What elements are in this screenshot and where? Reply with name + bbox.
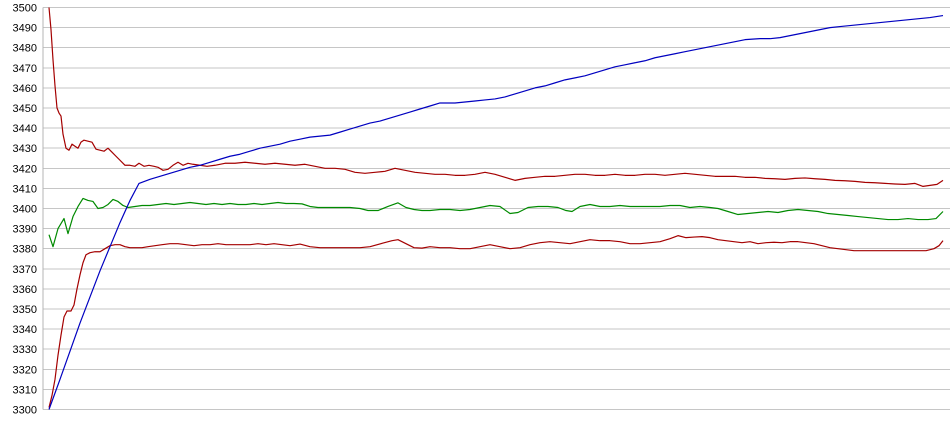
y-axis-label: 3450 [13,103,37,115]
y-axis-label: 3380 [13,244,37,256]
green-line [48,197,944,248]
red-upper-line [48,7,944,187]
y-axis-label: 3420 [13,163,37,175]
y-axis-label: 3470 [13,63,37,75]
red-lower-line [48,235,944,408]
y-axis-labels: 3500 3490 3480 3470 3460 3450 3440 3430 3420 3410… [13,3,37,417]
series-group [48,7,944,410]
y-axis-label: 3300 [13,405,37,417]
y-axis-label: 3490 [13,23,37,35]
y-axis-label: 3330 [13,344,37,356]
blue-line [48,14,944,410]
y-axis-label: 3310 [13,384,37,396]
y-axis-label: 3350 [13,304,37,316]
y-axis-label: 3370 [13,264,37,276]
y-axis-label: 3440 [13,123,37,135]
y-axis-label: 3460 [13,83,37,95]
y-axis-label: 3480 [13,43,37,55]
y-axis-label: 3340 [13,324,37,336]
y-axis-label: 3360 [13,284,37,296]
y-axis-label: 3320 [13,364,37,376]
y-axis-label: 3400 [13,204,37,216]
y-axis-label: 3430 [13,143,37,155]
y-axis-label: 3390 [13,224,37,236]
y-axis-label: 3410 [13,183,37,195]
y-axis-label: 3500 [13,3,37,15]
gridlines [43,7,950,410]
